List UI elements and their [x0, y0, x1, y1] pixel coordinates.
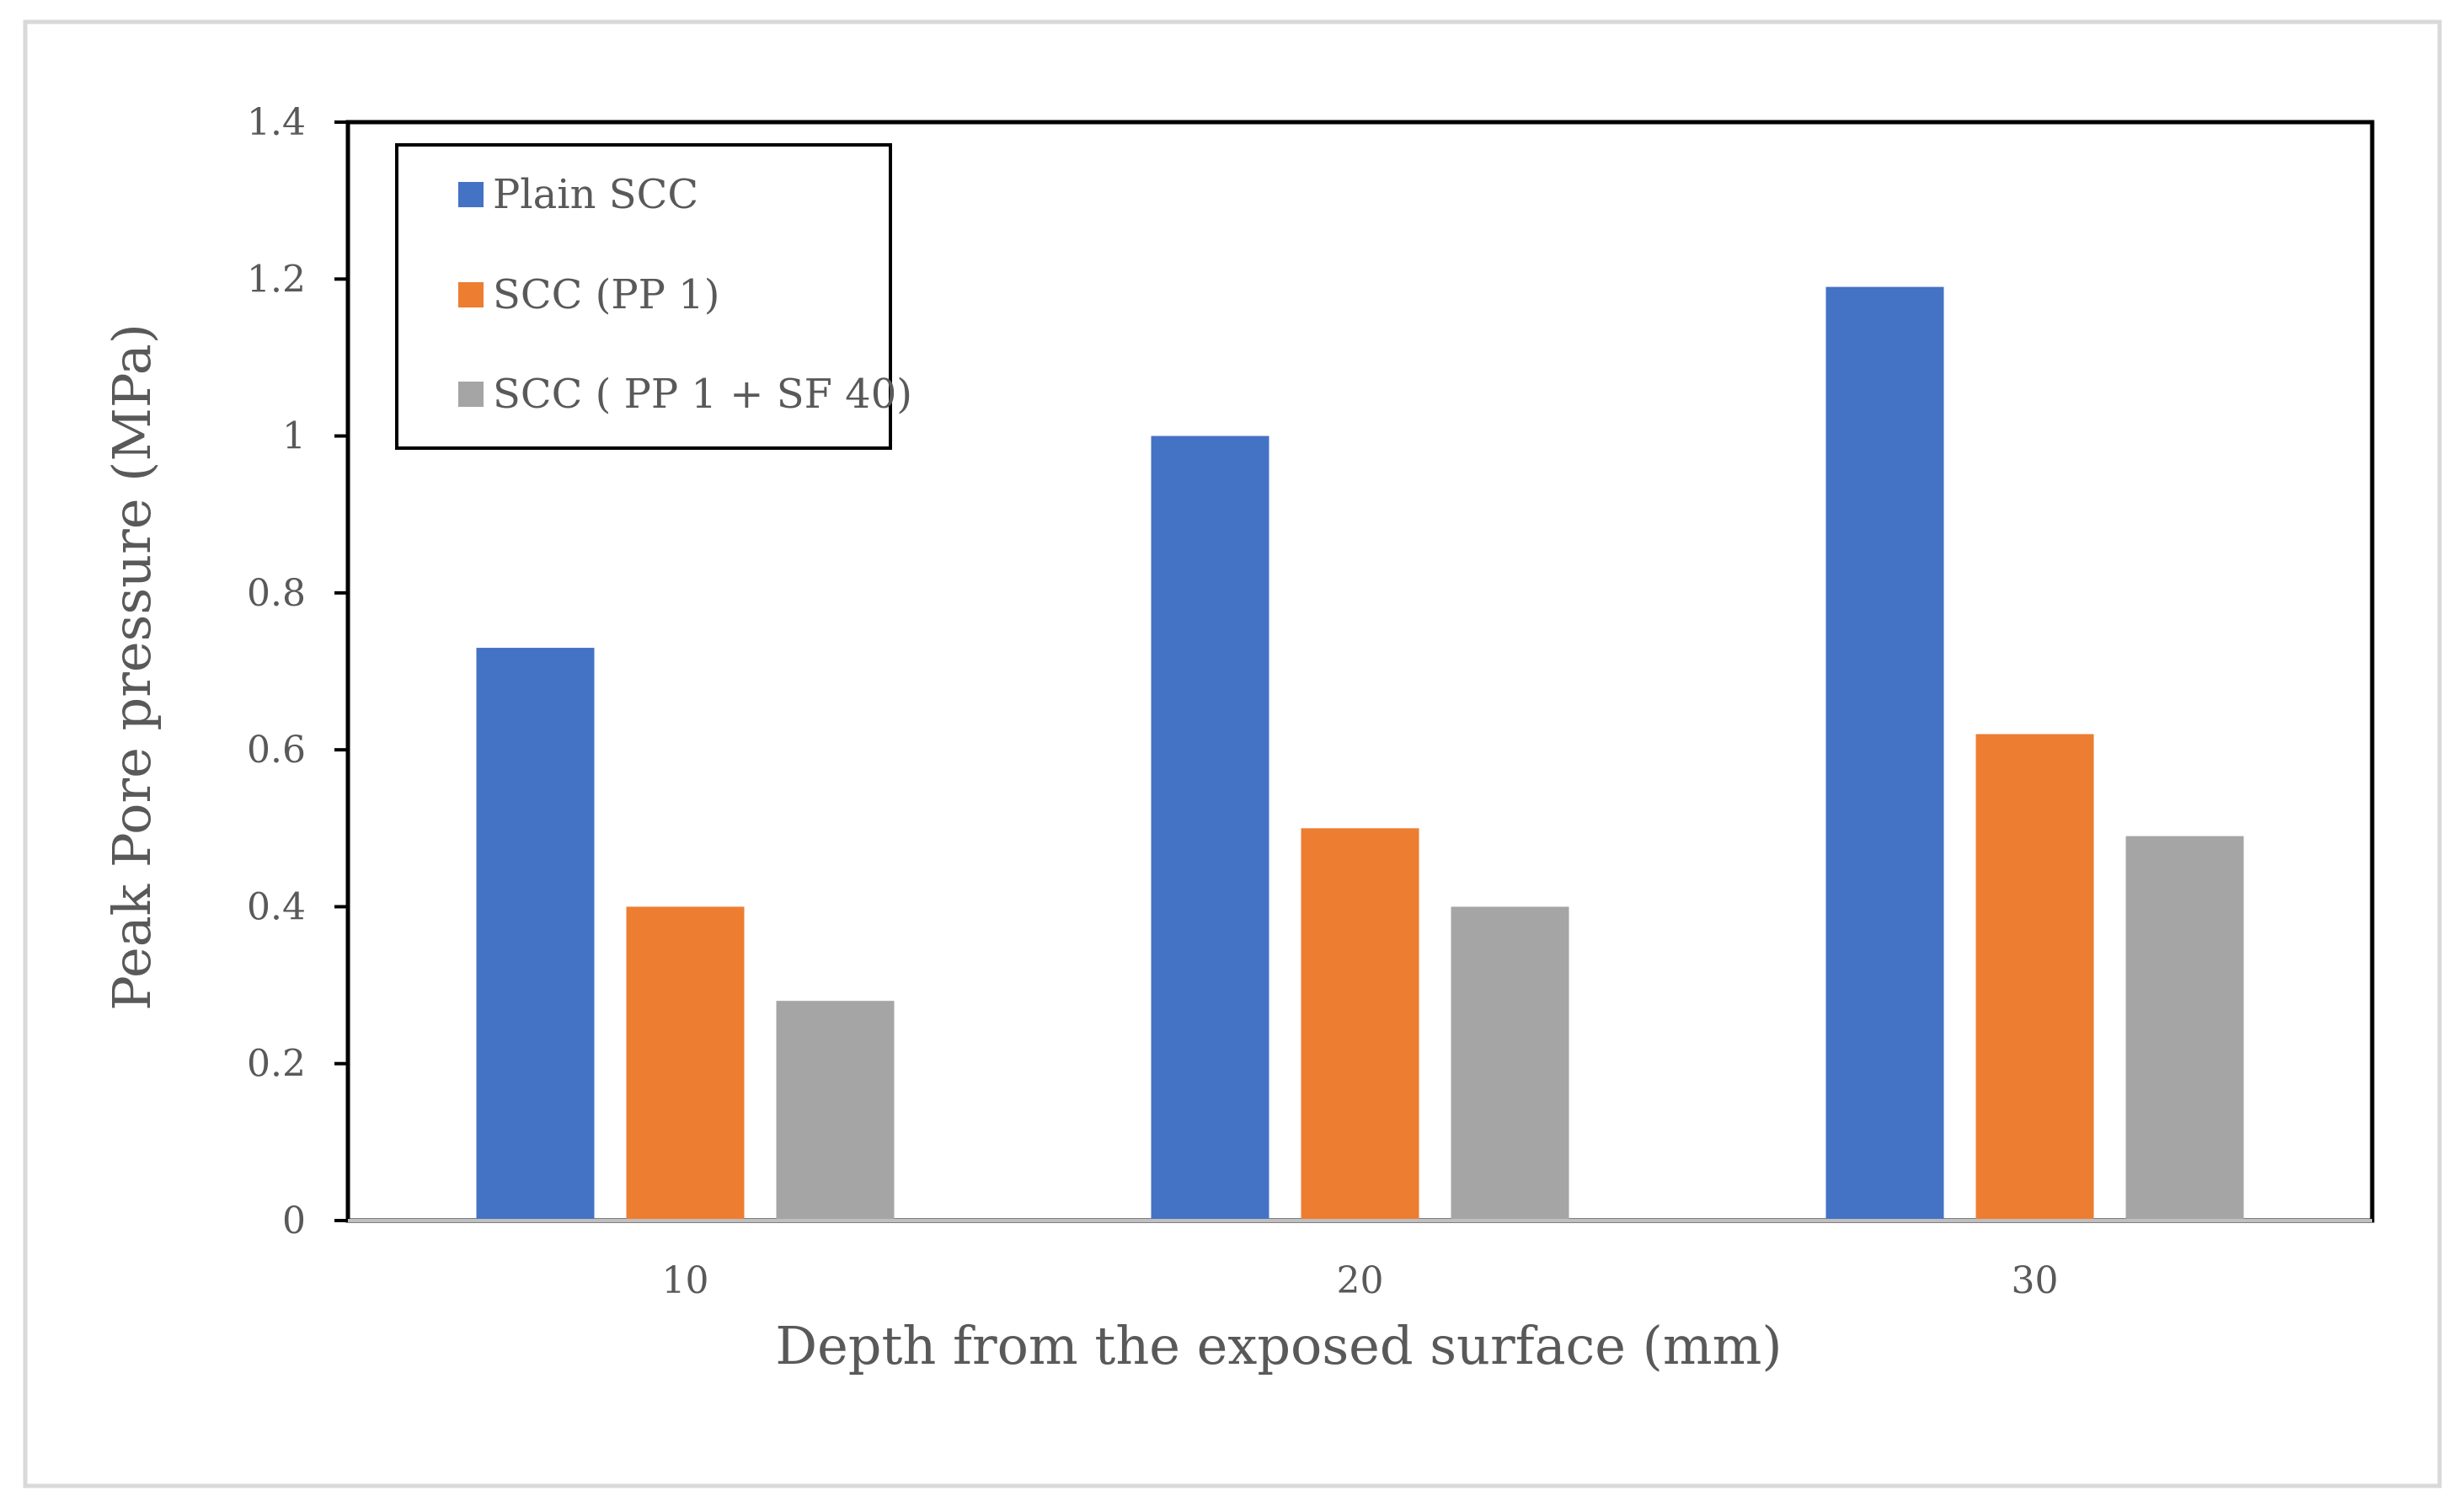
legend-label: SCC (PP 1)	[493, 271, 719, 318]
bar	[1825, 286, 1944, 1221]
x-axis-ticks: 10 20 30	[662, 1259, 2059, 1302]
x-tick-label: 20	[1337, 1259, 1384, 1302]
y-tick-label: 0.2	[247, 1043, 306, 1086]
bar	[476, 648, 595, 1221]
x-tick-label: 10	[662, 1259, 709, 1302]
y-axis-ticks: 0 0.2 0.4 0.6 0.8 1 1.2 1.4	[247, 101, 348, 1242]
bars-group	[476, 286, 2244, 1221]
y-tick-label: 1.4	[247, 101, 306, 144]
legend-label: Plain SCC	[493, 171, 698, 218]
legend-swatch	[458, 382, 484, 407]
bar	[1975, 734, 2094, 1221]
bar	[626, 906, 745, 1221]
y-tick-label: 1.2	[247, 258, 306, 301]
bar	[1451, 906, 1569, 1221]
y-tick-label: 0.8	[247, 572, 306, 615]
legend-items: Plain SCC SCC (PP 1) SCC ( PP 1 + SF 40)	[458, 171, 912, 418]
bar	[776, 1001, 895, 1221]
bar	[1301, 828, 1419, 1221]
y-tick-label: 0.6	[247, 729, 306, 772]
bar	[2125, 836, 2244, 1221]
legend-label: SCC ( PP 1 + SF 40)	[493, 371, 912, 418]
bar	[1151, 435, 1269, 1221]
x-axis-title: Depth from the exposed surface (mm)	[775, 1315, 1782, 1376]
y-tick-label: 0.4	[247, 885, 306, 928]
legend-swatch	[458, 282, 484, 307]
legend: Plain SCC SCC (PP 1) SCC ( PP 1 + SF 40)	[395, 143, 912, 450]
y-axis-title: Peak Pore pressure (MPa)	[101, 323, 163, 1011]
x-tick-label: 30	[2012, 1259, 2059, 1302]
y-tick-label: 1	[282, 415, 306, 458]
legend-swatch	[458, 182, 484, 207]
y-tick-label: 0	[282, 1199, 306, 1242]
